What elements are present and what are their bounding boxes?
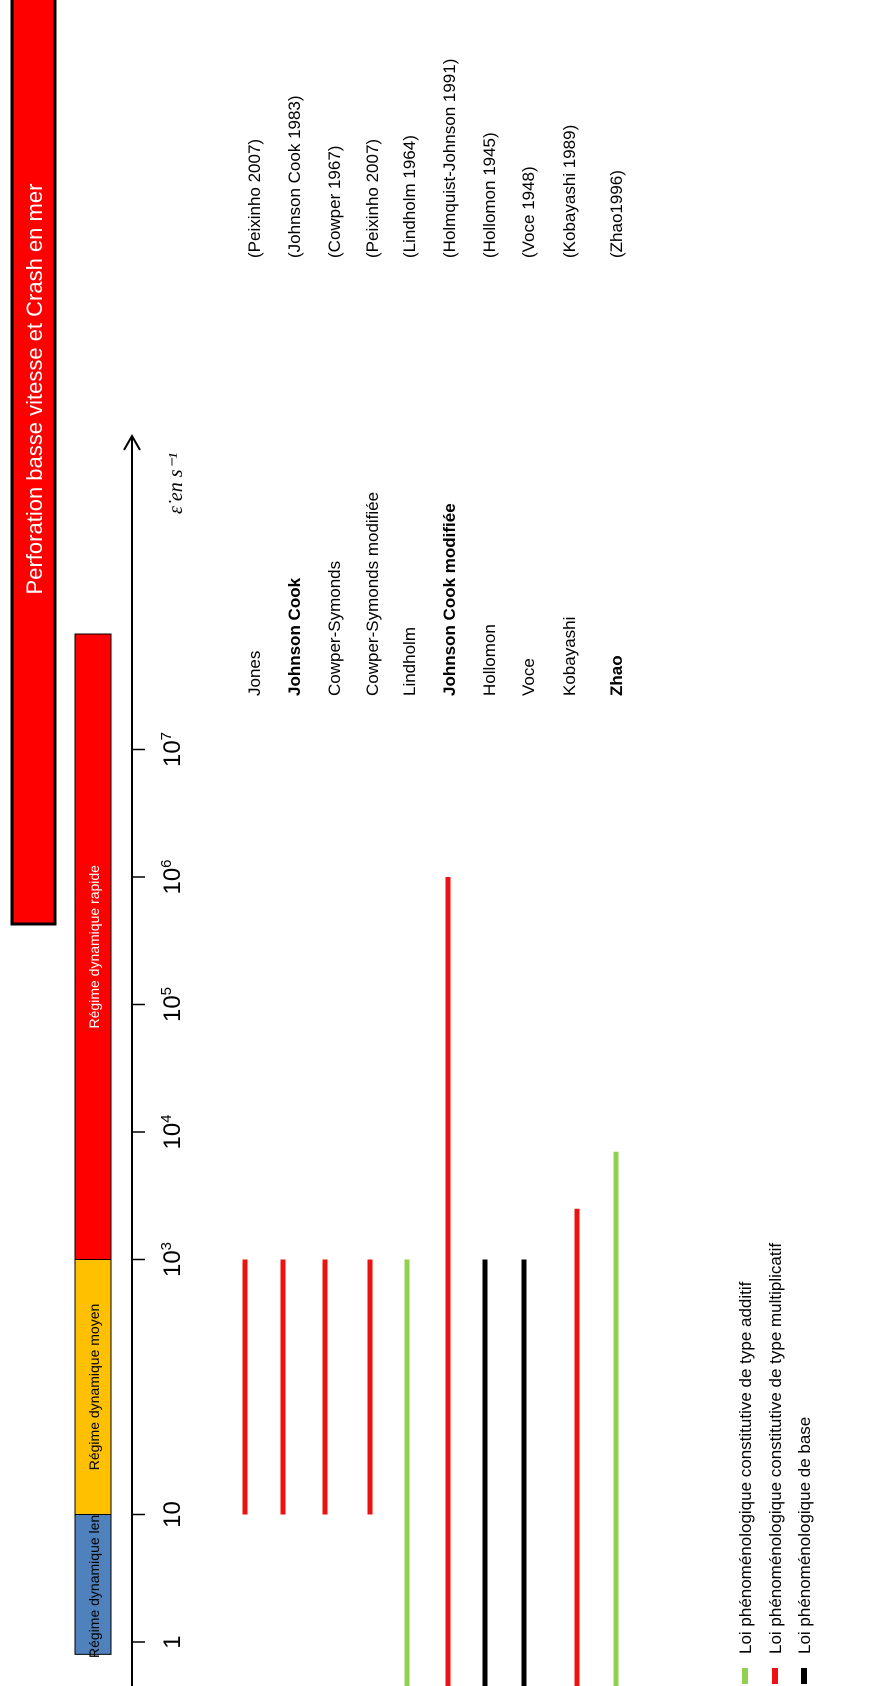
legend-label-additif: Loi phénoménologique constitutive de typ… [736, 1281, 755, 1654]
law-ref-hollomon: (Hollomon 1945) [480, 132, 499, 258]
x-tick-label: 106 [158, 859, 186, 894]
legend-label-multiplicatif: Loi phénoménologique constitutive de typ… [766, 1243, 785, 1654]
x-axis-label: ε̇ en s⁻¹ [165, 453, 187, 514]
regime-band-3 [74, 633, 112, 1260]
law-ref-cowper-symonds: (Cowper 1967) [325, 146, 344, 258]
law-ref-voce: (Voce 1948) [519, 166, 538, 258]
legend-swatch-base [801, 1668, 807, 1684]
law-name-lindholm: Lindholm [400, 627, 419, 696]
law-name-hollomon: Hollomon [480, 624, 499, 696]
law-ref-kobayashi: (Kobayashi 1989) [560, 125, 579, 258]
law-name-cowper-symonds: Cowper-Symonds [325, 561, 344, 696]
law-ref-zhao: (Zhao1996) [607, 170, 626, 258]
legend-label-base: Loi phénoménologique de base [795, 1417, 814, 1654]
x-tick-label: 104 [158, 1114, 186, 1149]
law-name-johnson-cook-modifiee: Johnson Cook modifiée [440, 503, 459, 696]
x-tick-label: 10 [159, 1501, 186, 1528]
law-name-cowper-symonds-modifiee: Cowper-Symonds modifiée [363, 492, 382, 696]
regime-label-3: Régime dynamique rapide [86, 865, 102, 1029]
law-name-kobayashi: Kobayashi [560, 617, 579, 696]
regime-label-1: Régime dynamique lent [86, 1511, 102, 1658]
law-name-jones: Jones [245, 651, 264, 696]
law-ref-johnson-cook: (Johnson Cook 1983) [285, 95, 304, 258]
x-tick-label: 105 [158, 987, 186, 1022]
law-ref-lindholm: (Lindholm 1964) [400, 135, 419, 258]
regime-label-2: Régime dynamique moyen [86, 1304, 102, 1471]
law-ref-cowper-symonds-modifiee: (Peixinho 2007) [363, 139, 382, 258]
x-tick-label: 107 [158, 732, 186, 767]
x-tick-label: 103 [158, 1242, 186, 1277]
law-ref-jones: (Peixinho 2007) [245, 139, 264, 258]
law-name-johnson-cook: Johnson Cook [285, 577, 304, 696]
law-name-voce: Voce [519, 658, 538, 696]
title-box [10, 0, 57, 926]
legend-swatch-additif [742, 1668, 748, 1684]
legend-swatch-multiplicatif [772, 1668, 778, 1684]
law-name-zhao: Zhao [607, 655, 626, 696]
x-tick-label: 1 [159, 1635, 186, 1648]
x-axis-arrow [123, 433, 141, 451]
chart-title: Perforation basse vitesse et Crash en me… [22, 184, 47, 595]
law-ref-johnson-cook-modifiee: (Holmquist-Johnson 1991) [440, 59, 459, 258]
